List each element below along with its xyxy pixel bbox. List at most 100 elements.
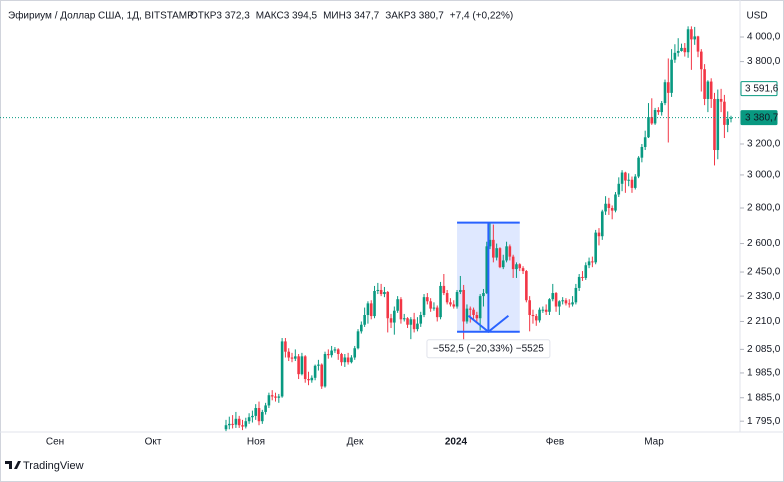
candle-body: [257, 408, 261, 422]
candle-body: [600, 211, 604, 237]
candle-body: [620, 172, 624, 184]
ohlc-value: 3 394,5: [284, 11, 318, 22]
candle-body: [581, 276, 584, 278]
candle-body: [587, 261, 591, 266]
candle-body: [548, 299, 551, 312]
candle-body: [300, 356, 304, 375]
candle-body: [551, 293, 555, 300]
candle-body: [574, 287, 578, 303]
y-tick-label: 3 000,0: [747, 170, 781, 181]
header: Эфириум / Доллар США, 1Д, BITSTAMP ОТКР 3…: [8, 10, 513, 22]
measure-arrowhead: [467, 314, 510, 334]
candle-body: [492, 239, 495, 258]
candle-body: [459, 289, 462, 293]
price-label: 3 380,7: [745, 112, 779, 123]
price-label-bg: [740, 81, 778, 97]
measure-label: −552,5 (−20,33%) −5525: [433, 343, 544, 354]
y-tick-label: 2 210,0: [747, 316, 781, 327]
candle-body: [723, 101, 726, 125]
candle-body: [528, 300, 531, 316]
candle-body: [696, 36, 700, 52]
candle-body: [505, 246, 508, 261]
x-tick-label: Дек: [347, 437, 364, 448]
candle-body: [336, 349, 340, 355]
candle-body: [350, 357, 353, 363]
candle-body: [264, 405, 267, 412]
candle-body: [270, 395, 274, 397]
candle-body: [462, 289, 465, 322]
candle-body: [680, 47, 683, 51]
candle-body: [277, 396, 281, 398]
candle-body: [544, 309, 548, 312]
candle-body: [254, 408, 258, 416]
candle-body: [379, 289, 383, 295]
candle-body: [340, 354, 343, 363]
candle-body: [333, 349, 337, 351]
candle-body: [280, 341, 284, 397]
candle-body: [501, 260, 505, 268]
candle-body: [663, 82, 667, 104]
candle-body: [297, 356, 300, 375]
candle-body: [376, 289, 380, 291]
candle-body: [630, 179, 634, 188]
candle-body: [657, 110, 660, 113]
candle-body: [416, 323, 419, 330]
candle-body: [287, 351, 291, 358]
candle-body: [396, 299, 399, 311]
candle-body: [650, 117, 654, 124]
candle-body: [360, 324, 363, 332]
candle-body: [703, 69, 706, 99]
candle-body: [261, 411, 264, 422]
candle-body: [244, 421, 248, 427]
candle-body: [686, 29, 690, 53]
candle-body: [604, 203, 607, 212]
y-tick-label: 2 085,0: [747, 344, 781, 355]
candle-body: [323, 354, 327, 387]
candle-body: [515, 264, 518, 270]
candle-body: [531, 315, 535, 317]
candle-body: [518, 264, 522, 269]
candle-body: [495, 248, 498, 258]
candle-body: [468, 308, 472, 310]
y-tick-label: 2 450,0: [747, 267, 781, 278]
x-tick-label: 2024: [445, 437, 468, 448]
candle-body: [313, 365, 317, 378]
candle-body: [406, 318, 409, 325]
candle-body: [465, 308, 469, 322]
x-tick-label: Сен: [46, 437, 64, 448]
candle-body: [653, 110, 657, 124]
candle-body: [247, 417, 251, 422]
candle-body: [673, 52, 677, 60]
ohlc-label: ОТКР: [190, 11, 217, 22]
candle-body: [591, 261, 594, 263]
x-tick-label: Ноя: [247, 437, 265, 448]
candle-body: [558, 301, 561, 307]
candle-body: [307, 379, 310, 381]
candle-body: [290, 357, 294, 359]
candle-body: [676, 50, 680, 53]
price-label: 3 591,6: [745, 83, 779, 94]
currency: USD: [746, 11, 767, 22]
candle-body: [670, 59, 673, 93]
candle-body: [353, 348, 357, 358]
candle-body: [690, 29, 693, 40]
candle-body: [597, 232, 601, 237]
candle-body: [607, 203, 611, 209]
candle-body: [693, 36, 696, 40]
candle-body: [567, 303, 571, 305]
candle-body: [571, 302, 574, 305]
candle-body: [498, 248, 502, 268]
candle-body: [624, 172, 627, 181]
candle-body: [452, 304, 456, 307]
candle-body: [706, 81, 710, 99]
ohlc-value: +7,4 (+0,22%): [450, 11, 513, 22]
candle-body: [485, 246, 489, 294]
x-tick-label: Мар: [644, 437, 664, 448]
candle-body: [561, 300, 564, 302]
candle-body: [274, 396, 277, 398]
y-tick-label: 2 600,0: [747, 238, 781, 249]
ohlc-label: ЗАКР: [385, 11, 411, 22]
price-label-bg: [740, 110, 778, 126]
candle-body: [442, 285, 446, 294]
candle-body: [224, 425, 228, 430]
